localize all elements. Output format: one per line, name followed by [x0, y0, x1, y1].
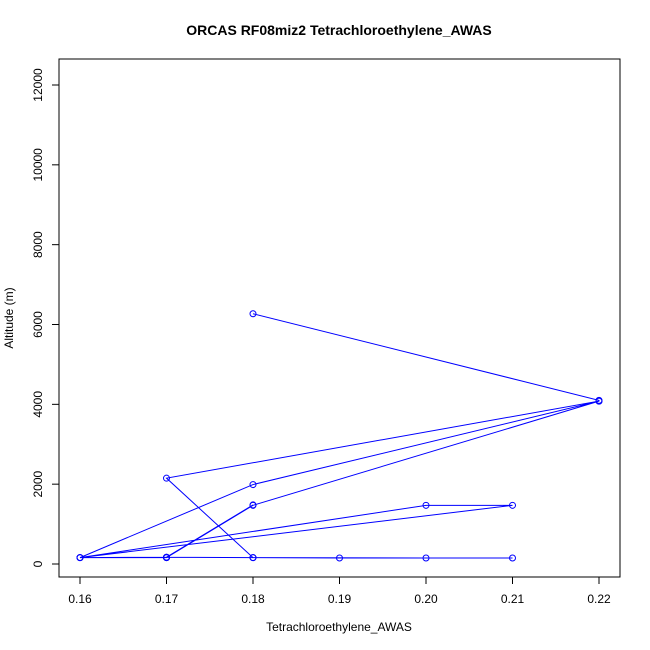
data-point: [509, 501, 516, 509]
plot-frame: [58, 58, 621, 578]
x-axis-label: Tetrachloroethylene_AWAS: [266, 620, 412, 634]
x-axis: 0.16 0.17 0.18 0.19 0.20 0.21 0.22: [68, 576, 611, 606]
y-tick-label: 0: [31, 560, 45, 567]
series-layer: [76, 310, 603, 562]
data-point: [336, 554, 343, 562]
y-tick-label: 2000: [31, 470, 45, 497]
data-point: [249, 310, 257, 318]
y-tick-label: 4000: [31, 391, 45, 418]
x-tick-label: 0.21: [501, 592, 525, 606]
x-tick-label: 0.16: [68, 592, 92, 606]
data-point: [509, 554, 516, 562]
data-point: [249, 481, 257, 489]
x-tick-label: 0.18: [241, 592, 265, 606]
x-tick-label: 0.17: [155, 592, 179, 606]
data-point: [595, 397, 603, 405]
y-tick-label: 8000: [31, 231, 45, 258]
x-tick-label: 0.19: [328, 592, 352, 606]
data-point: [163, 474, 170, 482]
chart-title: ORCAS RF08miz2 Tetrachloroethylene_AWAS: [186, 22, 491, 38]
y-axis: 0 2000 4000 6000 8000 10000 12000: [31, 68, 60, 567]
y-tick-label: 6000: [31, 311, 45, 338]
data-point: [249, 554, 257, 562]
x-tick-label: 0.22: [587, 592, 611, 606]
x-tick-label: 0.20: [414, 592, 438, 606]
y-tick-label: 10000: [31, 148, 45, 182]
data-point: [249, 501, 257, 509]
series-line: [79, 313, 600, 559]
data-point: [76, 554, 84, 562]
y-tick-label: 12000: [31, 68, 45, 102]
y-axis-label: Altitude (m): [2, 287, 16, 348]
data-point: [163, 554, 170, 562]
data-point: [422, 554, 430, 562]
data-point: [422, 501, 430, 509]
